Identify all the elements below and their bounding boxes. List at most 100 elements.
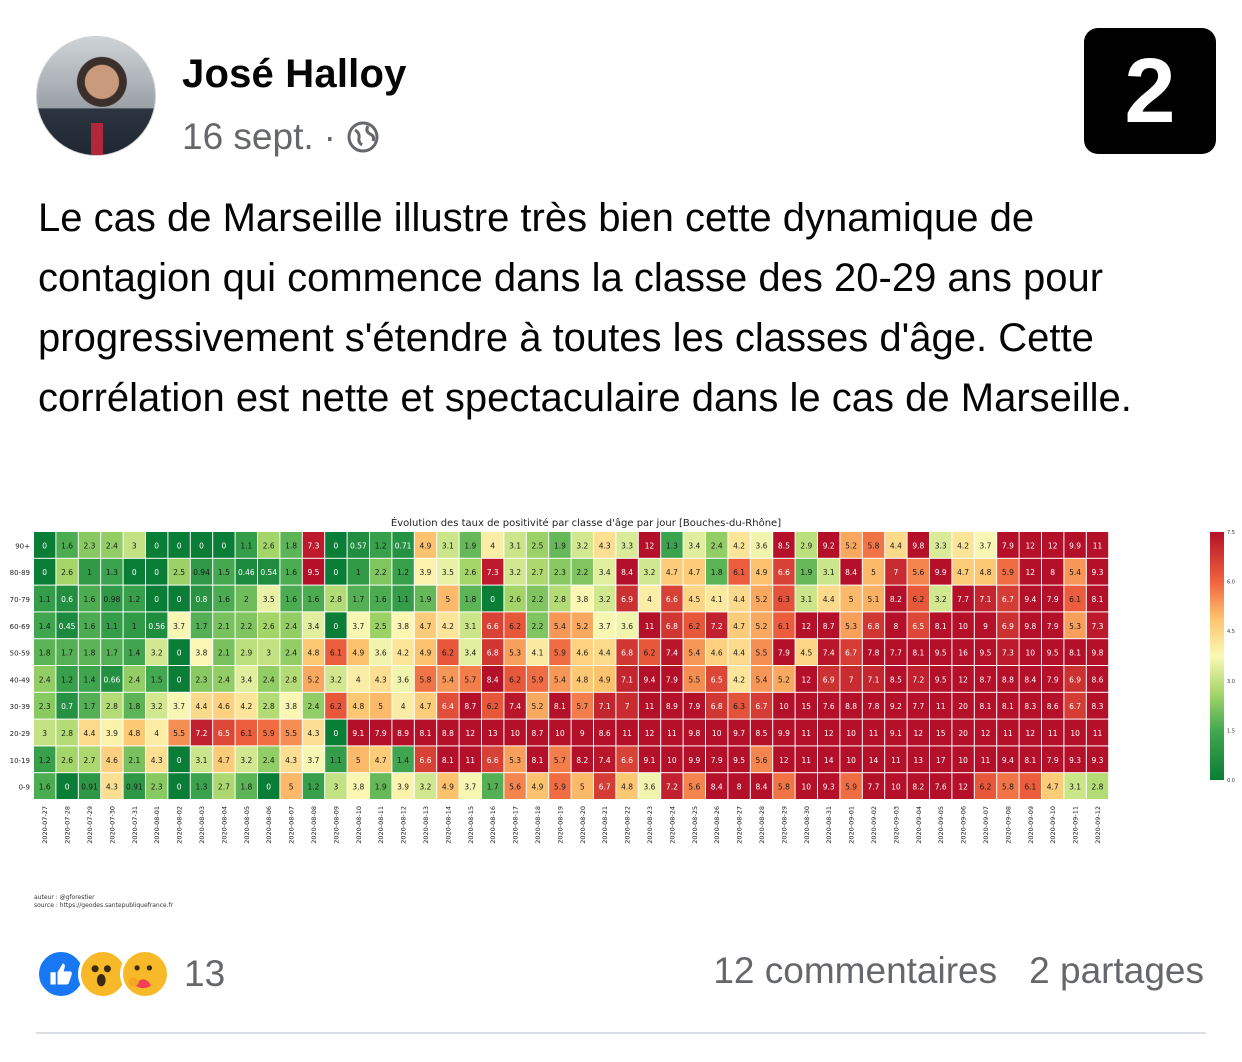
heatmap-cell-label: 7.2 [666,783,678,792]
heatmap-cell [862,692,885,719]
heatmap-cell [459,558,481,585]
heatmap-cell-label: 1.6 [285,568,297,577]
heatmap-cell [258,746,280,773]
heatmap-cell-label: 1.2 [375,541,387,550]
heatmap-cell [325,612,347,639]
heatmap-cell [392,773,414,799]
heatmap-cell [101,692,123,719]
heatmap-cell [526,585,549,612]
heatmap-cell [974,612,997,639]
heatmap-cell-label: 4.2 [240,702,252,711]
heatmap-cell [997,719,1019,746]
heatmap-cell [907,585,929,612]
wow-icon [78,949,128,999]
heatmap-cell-label: 4 [647,595,652,604]
heatmap-cell [706,532,728,558]
heatmap-cell-label: 1.4 [39,622,51,631]
column-label: 2020-09-10 [1049,806,1057,844]
heatmap-cell-label: 3.5 [442,568,454,577]
heatmap-cell-label: 3 [132,541,137,550]
heatmap-cell [258,532,280,558]
heatmap-cell [974,692,997,719]
heatmap-cell [392,612,414,639]
heatmap-cell [750,558,773,585]
heatmap-cell-label: 2.4 [218,675,230,684]
heatmap-cell-label: 3.9 [106,729,118,738]
heatmap-cell-label: 7.2 [711,622,723,631]
heatmap-cell-label: 13 [488,729,498,738]
heatmap-cell [549,692,571,719]
heatmap-cell [885,558,907,585]
heatmap-cell [571,692,593,719]
heatmap-cell-label: 7.9 [666,675,678,684]
heatmap-cell [392,585,414,612]
heatmap-cell [549,666,571,692]
heatmap-cell [885,719,907,746]
heatmap-cell-label: 7.1 [599,702,611,711]
globe-icon[interactable] [346,120,380,154]
heatmap-cell [213,746,235,773]
heatmap-cell [750,639,773,665]
heatmap-cell [459,692,481,719]
heatmap-cell-label: 9.8 [912,541,924,550]
heatmap-cell [750,746,773,773]
heatmap-cell [638,746,661,773]
heatmap-cell-label: 4.5 [688,595,700,604]
heatmap-cell-label: 5.2 [756,595,768,604]
heatmap-cell [459,746,481,773]
heatmap-cell [773,532,795,558]
heatmap-cell-label: 2.4 [39,675,51,684]
heatmap-cell-label: 8.1 [980,702,992,711]
author-avatar[interactable] [36,36,156,156]
heatmap-cell-label: 3.9 [397,783,409,792]
heatmap-cell-label: 9.9 [935,568,947,577]
heatmap-cell-label: 8.4 [1024,675,1036,684]
heatmap-cell [78,612,101,639]
heatmap-cell [101,558,123,585]
heatmap-cell [1019,612,1041,639]
heatmap-cell-label: 3.1 [442,541,454,550]
column-label: 2020-08-10 [355,806,363,844]
heatmap-cell [930,719,952,746]
heatmap-cell [392,719,414,746]
post-date[interactable]: 16 sept. [182,116,314,157]
heatmap-cell-label: 8.7 [464,702,476,711]
heatmap-cell [750,612,773,639]
heatmap-cell [347,773,369,799]
heatmap-cell-label: 1.6 [84,595,96,604]
heatmap-cell [190,692,213,719]
heatmap-cell [1086,639,1109,665]
comments-count[interactable]: 12 commentaires [713,950,998,991]
heatmap-cell-label: 0.45 [59,622,76,631]
heatmap-cell [683,666,705,692]
heatmap-cell-label: 20 [958,702,968,711]
heatmap-cell-label: 12 [802,675,812,684]
heatmap-cell [1042,666,1064,692]
heatmap-cell [190,532,213,558]
reactions-summary[interactable]: 13 [36,946,225,1002]
heatmap-cell-label: 9.3 [1092,568,1104,577]
heatmap-cell [997,558,1019,585]
heatmap-cell [616,746,638,773]
heatmap-cell [974,773,997,799]
heatmap-cell-label: 7.9 [1047,622,1059,631]
heatmap-cell-label: 2.2 [240,622,252,631]
heatmap-cell-label: 4.4 [733,649,745,658]
positivity-heatmap[interactable]: Évolution des taux de positivité par cla… [0,506,1242,914]
heatmap-cell-label: 5.1 [868,595,880,604]
heatmap-cell-label: 7.4 [599,756,611,765]
heatmap-cell [706,692,728,719]
author-name[interactable]: José Halloy [182,52,407,96]
heatmap-cell-label: 2.6 [509,595,521,604]
heatmap-cell-label: 2.1 [218,649,230,658]
heatmap-cell-label: 2.3 [554,568,566,577]
column-label: 2020-08-24 [668,806,676,844]
heatmap-cell-label: 10 [958,622,968,631]
heatmap-cell-label: 3.8 [397,622,409,631]
heatmap-cell-label: 4.4 [599,649,611,658]
heatmap-cell-label: 7.3 [1092,622,1104,631]
heatmap-cell [34,558,56,585]
shares-count[interactable]: 2 partages [1029,950,1204,991]
heatmap-cell [1086,719,1109,746]
heatmap-cell-label: 5.4 [756,675,768,684]
